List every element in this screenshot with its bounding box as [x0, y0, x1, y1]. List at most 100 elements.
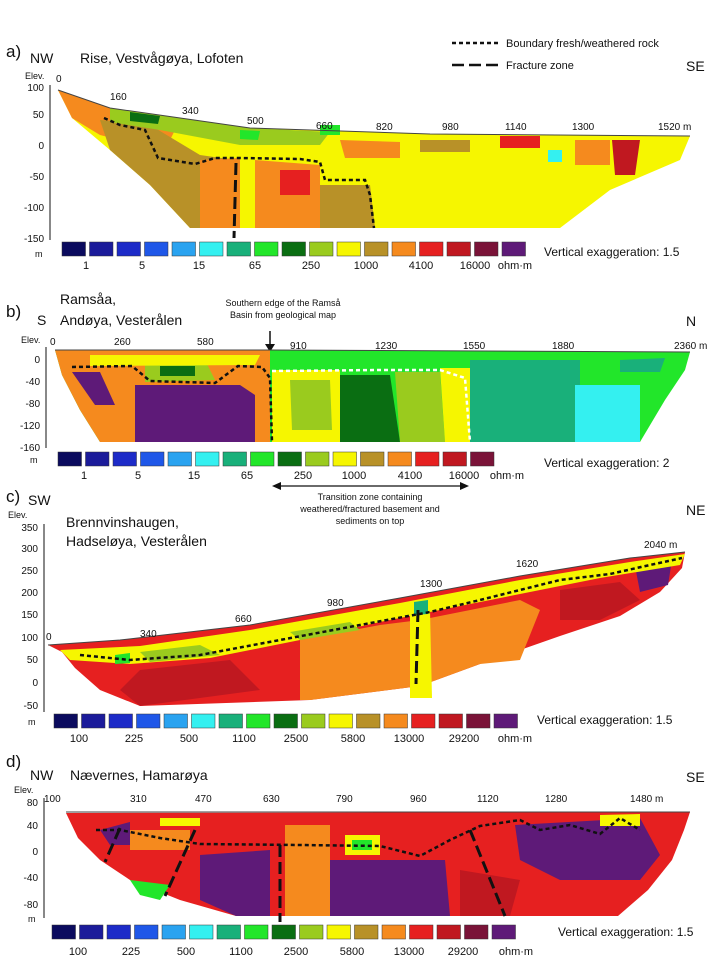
color-swatch: [140, 451, 165, 467]
direction-right: N: [686, 313, 696, 329]
scale-label: 29200: [449, 733, 480, 745]
section-patch: [575, 140, 610, 165]
distance-label: 0: [46, 632, 52, 643]
elevation-label: Elev.: [21, 335, 40, 345]
scale-label: 100: [70, 733, 88, 745]
elevation-label: Elev.: [25, 71, 44, 81]
fracture-zone: [103, 827, 122, 863]
color-swatch: [189, 924, 214, 940]
scale-label: 1: [83, 260, 89, 272]
color-swatch: [442, 451, 467, 467]
color-swatch: [112, 451, 137, 467]
color-swatch: [222, 451, 247, 467]
y-tick-label: 0: [32, 847, 38, 858]
y-tick-label: -160: [20, 443, 40, 454]
color-swatch: [383, 713, 408, 729]
color-swatch: [419, 241, 444, 257]
y-tick-label: 100: [21, 633, 38, 644]
color-swatch: [466, 713, 491, 729]
unit-label: m: [30, 455, 38, 465]
section-patch: [190, 620, 420, 700]
scale-label: 1100: [232, 733, 256, 745]
vertical-exaggeration: Vertical exaggeration: 1.5: [558, 925, 694, 939]
color-swatch: [218, 713, 243, 729]
vertical-exaggeration: Vertical exaggeration: 1.5: [537, 713, 673, 727]
section-patch: [130, 880, 170, 900]
scale-unit: ohm·m: [499, 946, 533, 958]
color-swatch: [301, 713, 326, 729]
scale-label: 100: [69, 946, 87, 958]
color-swatch: [438, 713, 463, 729]
color-swatch: [81, 713, 106, 729]
annotation-bottom: sediments on top: [336, 516, 405, 526]
distance-label: 910: [290, 341, 307, 352]
scale-label: 5: [135, 470, 141, 482]
scale-label: 4100: [409, 260, 433, 272]
scale-label: 5800: [341, 733, 365, 745]
color-swatch: [277, 451, 302, 467]
panel-letter: a): [6, 42, 21, 61]
scale-label: 250: [302, 260, 320, 272]
section-patch: [515, 818, 660, 880]
section-patch: [395, 372, 445, 442]
y-tick-label: 50: [27, 655, 39, 666]
color-swatch: [106, 924, 131, 940]
scale-label: 4100: [398, 470, 422, 482]
color-swatch: [387, 451, 412, 467]
color-swatch: [89, 241, 114, 257]
scale-label: 500: [177, 946, 195, 958]
unit-label: m: [28, 914, 36, 924]
color-swatch: [356, 713, 381, 729]
distance-label: 660: [316, 121, 333, 132]
distance-label: 1300: [572, 122, 595, 133]
scale-label: 5: [139, 260, 145, 272]
direction-left: NW: [30, 767, 54, 783]
scale-label: 2500: [284, 946, 308, 958]
scale-label: 2500: [284, 733, 308, 745]
distance-label: 820: [376, 122, 393, 133]
color-scale: [51, 924, 516, 940]
section-patch: [420, 600, 540, 686]
color-scale-labels: 1 5 15 65 250 1000 4100 16000 ohm·m: [83, 260, 532, 272]
color-swatch: [250, 451, 275, 467]
section-patch: [320, 125, 340, 135]
unit-label: m: [28, 717, 36, 727]
fracture-zone: [163, 829, 197, 897]
line-legend: Boundary fresh/weathered rock Fracture z…: [452, 38, 659, 72]
direction-left: S: [37, 312, 46, 328]
distance-label: 310: [130, 794, 147, 805]
section-patch: [160, 366, 195, 376]
color-swatch: [436, 924, 461, 940]
section-patch: [420, 140, 470, 152]
annotation-bottom: Transition zone containing: [318, 492, 423, 502]
panel-d: d) NW Nævernes, Hamarøya SE Elev. m 80 4…: [6, 752, 705, 958]
scale-label: 15: [188, 470, 200, 482]
scale-label: 1: [81, 470, 87, 482]
boundary-legend-label: Boundary fresh/weathered rock: [506, 38, 659, 50]
resistivity-section: [57, 89, 691, 239]
color-scale: [61, 241, 526, 257]
direction-right: SE: [686, 58, 705, 74]
scale-label: 500: [180, 733, 198, 745]
panel-letter: d): [6, 752, 21, 771]
fracture-zone: [468, 829, 507, 917]
y-tick-label: 0: [34, 355, 40, 366]
section-patch: [500, 136, 540, 148]
color-swatch: [116, 241, 141, 257]
weathering-boundary: [96, 816, 641, 858]
section-patch: [120, 660, 260, 706]
section-patch: [110, 108, 330, 145]
y-tick-label: -80: [24, 900, 39, 911]
distance-label: 980: [442, 122, 459, 133]
vertical-exaggeration: Vertical exaggeration: 2: [544, 456, 670, 470]
y-tick-label: 200: [21, 588, 38, 599]
resistivity-section: [47, 551, 686, 706]
vertical-exaggeration: Vertical exaggeration: 1.5: [544, 245, 680, 259]
distance-label: 0: [50, 337, 56, 348]
color-swatch: [415, 451, 440, 467]
panel-title: Nævernes, Hamarøya: [70, 767, 208, 783]
annotation-bottom: weathered/fractured basement and: [299, 504, 440, 514]
color-swatch: [299, 924, 324, 940]
distance-label: 630: [263, 794, 280, 805]
